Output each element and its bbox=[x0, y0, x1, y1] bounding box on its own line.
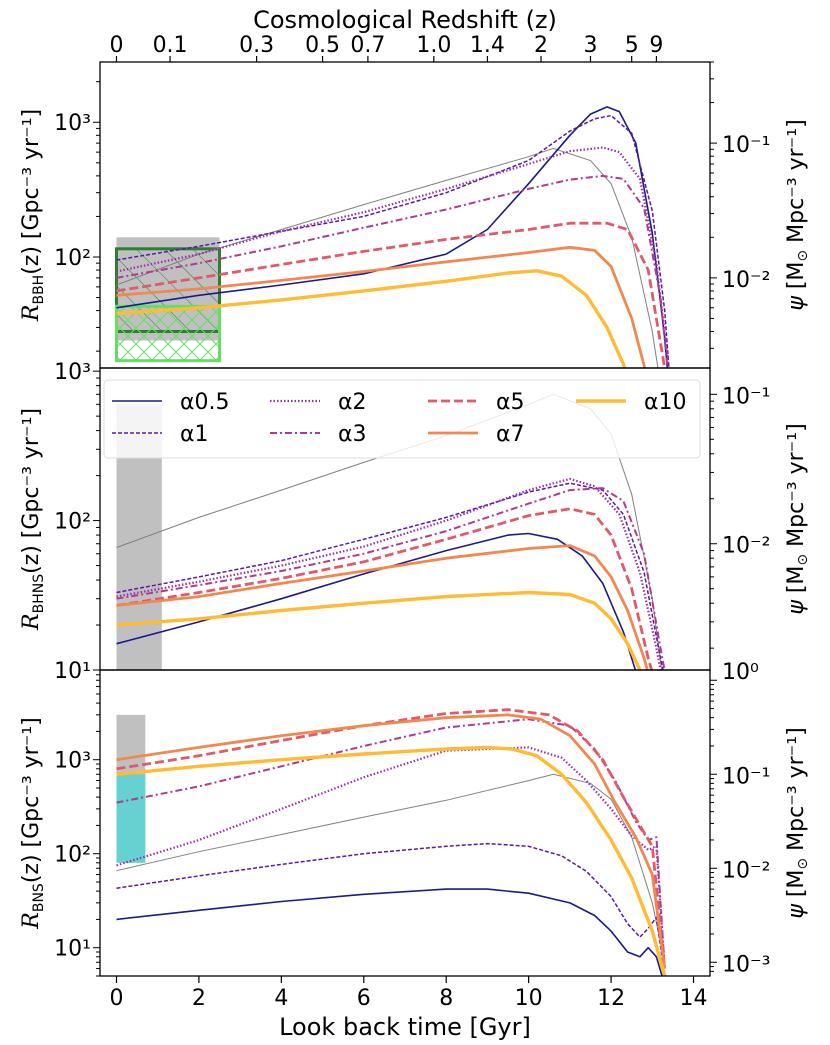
psi-axis-title: ψ [M⊙ Mpc⁻³ yr⁻¹] bbox=[784, 119, 811, 310]
panel-frame bbox=[99, 669, 711, 977]
top-tick-label: 0.5 bbox=[305, 33, 340, 58]
series-line-alpha7 bbox=[116, 713, 667, 969]
top-tick-label: 0.3 bbox=[239, 33, 274, 58]
psi-axis-title: ψ [M⊙ Mpc⁻³ yr⁻¹] bbox=[784, 423, 811, 614]
observed-rate-light-green-crosshatched-box bbox=[114, 304, 222, 363]
series-line-alpha0-5 bbox=[116, 106, 669, 368]
series-line-alpha1 bbox=[116, 482, 664, 670]
series-line-alpha10 bbox=[116, 745, 667, 976]
psi-tick-label: 10⁰ bbox=[722, 660, 759, 685]
y-tick-label: 10³ bbox=[54, 111, 91, 136]
sfr-curve bbox=[116, 773, 666, 963]
series-line-alpha5 bbox=[116, 708, 667, 969]
x-tick-label: 0 bbox=[109, 986, 123, 1011]
x-axis-ticks: 0 2 4 6 8 10 12 14 bbox=[109, 976, 708, 1011]
y-tick-label: 10¹ bbox=[54, 659, 91, 684]
top-tick-label: 0.1 bbox=[153, 33, 188, 58]
top-tick-label: 1.0 bbox=[416, 33, 451, 58]
series-line-alpha10 bbox=[116, 269, 627, 368]
top-tick-label: 0.7 bbox=[350, 33, 385, 58]
series-line-alpha7 bbox=[116, 245, 647, 368]
plot-area bbox=[114, 106, 670, 368]
series-line-alpha0-5 bbox=[116, 888, 663, 976]
top-tick-label: 0 bbox=[109, 33, 123, 58]
series-line-alpha7 bbox=[116, 544, 649, 670]
top-tick-label: 3 bbox=[583, 33, 597, 58]
top-tick-label: 5 bbox=[625, 33, 639, 58]
series-line-alpha5 bbox=[116, 221, 667, 368]
y-axis-title: RBNS(z) [Gpc⁻³ yr⁻¹] bbox=[19, 717, 47, 929]
x-tick-label: 8 bbox=[439, 986, 453, 1011]
psi-tick-label: 10⁻² bbox=[722, 534, 770, 559]
series-line-alpha5 bbox=[116, 507, 654, 670]
x-tick-label: 14 bbox=[680, 986, 708, 1011]
x-tick-label: 2 bbox=[192, 986, 206, 1011]
legend-label: α5 bbox=[496, 390, 525, 415]
legend-frame bbox=[103, 379, 701, 459]
y-tick-label: 10² bbox=[54, 843, 91, 868]
x-tick-label: 6 bbox=[357, 986, 371, 1011]
top-axis-ticks: 0 0.1 0.3 0.5 0.7 1.0 1.4 2 3 5 9 bbox=[109, 33, 663, 62]
y-tick-label: 10³ bbox=[54, 749, 91, 774]
y-tick-label: 10² bbox=[54, 246, 91, 271]
psi-tick-label: 10⁻² bbox=[722, 858, 770, 883]
plot-area bbox=[116, 708, 667, 976]
y-axis-title: RBHNS(z) [Gpc⁻³ yr⁻¹] bbox=[19, 408, 47, 631]
psi-tick-label: 10⁻³ bbox=[722, 952, 770, 977]
series-line-alpha10 bbox=[116, 590, 642, 670]
series-line-alpha3 bbox=[116, 487, 666, 670]
psi-tick-label: 10⁻¹ bbox=[722, 764, 770, 789]
series-line-alpha2 bbox=[116, 746, 666, 969]
series-line-alpha1 bbox=[116, 114, 670, 368]
top-axis-title: Cosmological Redshift (z) bbox=[253, 6, 557, 34]
psi-tick-label: 10⁻¹ bbox=[722, 133, 770, 158]
legend-label: α10 bbox=[644, 390, 687, 415]
series-line-alpha1 bbox=[116, 842, 666, 976]
panel-bbh: 10² 10³ 10⁻² 10⁻¹ RBBH(z) [Gpc⁻³ yr⁻¹] ψ [M⊙ … bbox=[19, 61, 811, 369]
legend-label: α7 bbox=[496, 422, 525, 447]
top-tick-label: 9 bbox=[649, 33, 663, 58]
psi-tick-label: 10⁻² bbox=[722, 268, 770, 293]
top-tick-label: 1.4 bbox=[470, 33, 505, 58]
y-tick-label: 10² bbox=[54, 510, 91, 535]
series-line-alpha0-5 bbox=[116, 532, 637, 670]
x-tick-label: 12 bbox=[597, 986, 625, 1011]
x-axis-title: Look back time [Gyr] bbox=[279, 1013, 531, 1041]
panel-bns: 10¹ 10² 10³ 10⁻³ 10⁻² 10⁻¹ RBNS(z) [Gpc⁻³ yr⁻¹… bbox=[19, 669, 811, 977]
observed-rate-cyan-band bbox=[116, 774, 146, 863]
legend-label: α1 bbox=[180, 422, 209, 447]
psi-axis-title: ψ [M⊙ Mpc⁻³ yr⁻¹] bbox=[784, 727, 811, 918]
y-tick-label: 10³ bbox=[54, 360, 91, 385]
legend-label: α2 bbox=[338, 390, 367, 415]
series-line-alpha3 bbox=[116, 174, 669, 368]
x-tick-label: 4 bbox=[274, 986, 288, 1011]
top-tick-label: 2 bbox=[534, 33, 548, 58]
legend-label: α0.5 bbox=[180, 390, 230, 415]
y-axis-title: RBBH(z) [Gpc⁻³ yr⁻¹] bbox=[19, 109, 47, 322]
series-line-alpha2 bbox=[116, 146, 670, 368]
series-line-alpha2 bbox=[116, 477, 662, 670]
psi-tick-label: 10⁻¹ bbox=[722, 384, 770, 409]
y-tick-label: 10¹ bbox=[54, 937, 91, 962]
legend-label: α3 bbox=[338, 422, 367, 447]
legend: α0.5 α1 α2 α3 α5 α7 α10 bbox=[103, 379, 701, 459]
x-tick-label: 10 bbox=[515, 986, 543, 1011]
